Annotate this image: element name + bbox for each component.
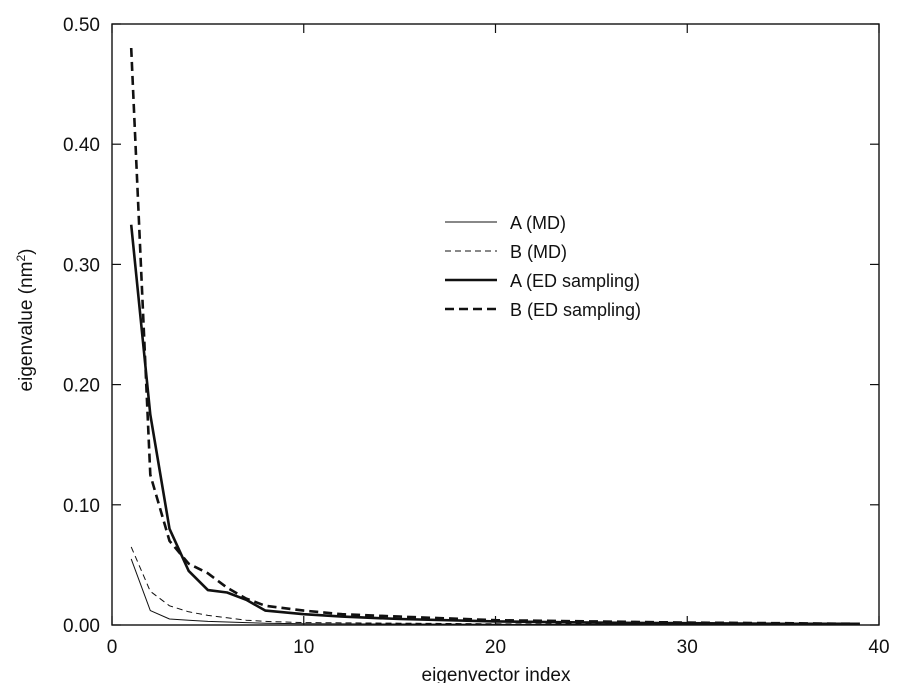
legend: A (MD) B (MD) A (ED sampling) B (ED samplin… <box>445 213 641 320</box>
y-tick-label: 0.50 <box>63 15 100 36</box>
series-layer <box>129 47 860 626</box>
x-tick-label: 0 <box>107 637 118 658</box>
y-tick-label: 0.20 <box>63 376 100 397</box>
x-tick-label: 20 <box>485 637 506 658</box>
x-tick-label: 40 <box>868 637 889 658</box>
legend-label: B (ED sampling) <box>510 300 641 320</box>
x-tick-label: 10 <box>293 637 314 658</box>
y-tick-label: 0.30 <box>63 255 100 276</box>
y-axis-title-close: ) <box>16 249 37 255</box>
legend-label: B (MD) <box>510 242 567 262</box>
y-axis-title-main: eigenvalue (nm <box>16 262 37 392</box>
legend-label: A (ED sampling) <box>510 271 640 291</box>
y-tick-label: 0.40 <box>63 135 100 156</box>
x-tick-label: 30 <box>677 637 698 658</box>
plot-frame <box>111 23 880 626</box>
legend-label: A (MD) <box>510 213 566 233</box>
x-axis-title: eigenvector index <box>422 665 571 683</box>
y-tick-label: 0.10 <box>63 496 100 517</box>
y-axis-title-sup: 2 <box>14 255 28 262</box>
series-line-1 <box>130 546 860 626</box>
y-tick-label: 0.00 <box>63 616 100 637</box>
x-axis: 0 10 20 30 40 <box>107 24 890 658</box>
series-line-2 <box>129 224 860 626</box>
y-axis-title: eigenvalue (nm2) <box>14 249 37 392</box>
y-axis: 0.00 0.10 0.20 0.30 0.40 0.50 <box>63 15 879 637</box>
series-line-0 <box>130 558 860 626</box>
series-line-3 <box>129 47 860 626</box>
